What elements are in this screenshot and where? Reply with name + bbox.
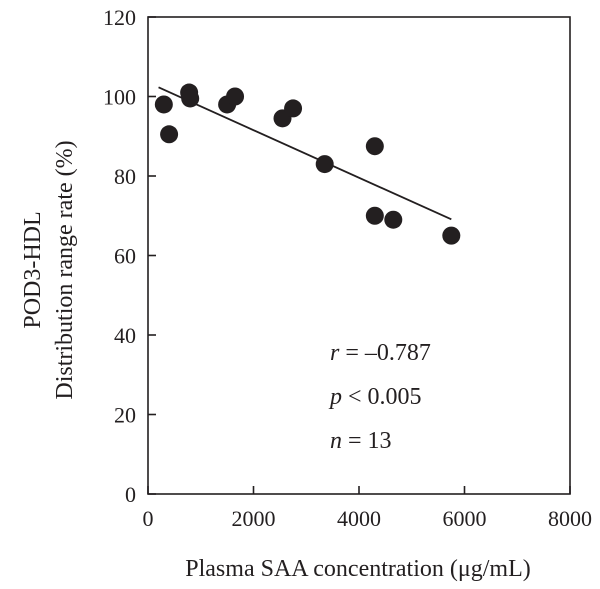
- x-tick-label: 0: [143, 506, 154, 531]
- annotation-n: n = 13: [330, 428, 392, 454]
- y-axis-title-line1: POD3-HDL: [20, 211, 46, 328]
- data-point: [154, 95, 173, 114]
- y-tick-label: 0: [125, 482, 136, 507]
- annotation-r: r = –0.787: [330, 340, 431, 366]
- data-point: [181, 89, 200, 108]
- annotation-n-value: = 13: [342, 428, 392, 454]
- tick-marks: [147, 16, 571, 495]
- y-tick-labels: 0 20 40 60 80 100 120: [103, 5, 136, 507]
- data-point: [315, 155, 334, 174]
- data-point: [226, 87, 245, 106]
- x-tick-label: 6000: [443, 506, 487, 531]
- data-point: [365, 137, 384, 156]
- annotation-p-var: p: [328, 384, 342, 410]
- annotation-r-var: r: [330, 340, 340, 366]
- axes: [147, 16, 571, 495]
- y-tick-label: 60: [114, 244, 136, 269]
- plot-frame: [147, 16, 571, 495]
- y-tick-label: 100: [103, 85, 136, 110]
- x-tick-labels: 0 2000 4000 6000 8000: [143, 506, 593, 531]
- annotation-r-value: = –0.787: [339, 340, 431, 366]
- x-tick-label: 4000: [337, 506, 381, 531]
- data-point: [365, 206, 384, 225]
- y-tick-label: 80: [114, 164, 136, 189]
- data-point: [442, 226, 461, 245]
- y-tick-label: 40: [114, 323, 136, 348]
- y-tick-label: 120: [103, 5, 136, 30]
- trendline-group: [158, 86, 452, 221]
- data-point: [160, 125, 179, 144]
- x-tick-label: 2000: [232, 506, 276, 531]
- annotation-n-var: n: [330, 428, 342, 454]
- data-point: [284, 99, 303, 118]
- data-point: [384, 210, 403, 229]
- x-tick-label: 8000: [548, 506, 592, 531]
- y-tick-label: 20: [114, 403, 136, 428]
- annotation-p: p < 0.005: [328, 384, 422, 410]
- x-axis-title: Plasma SAA concentration (μg/mL): [185, 556, 530, 582]
- annotation-p-value: < 0.005: [342, 384, 422, 410]
- data-points: [154, 83, 461, 245]
- trendline: [158, 86, 452, 221]
- y-axis-title-line2: Distribution range rate (%): [52, 140, 78, 399]
